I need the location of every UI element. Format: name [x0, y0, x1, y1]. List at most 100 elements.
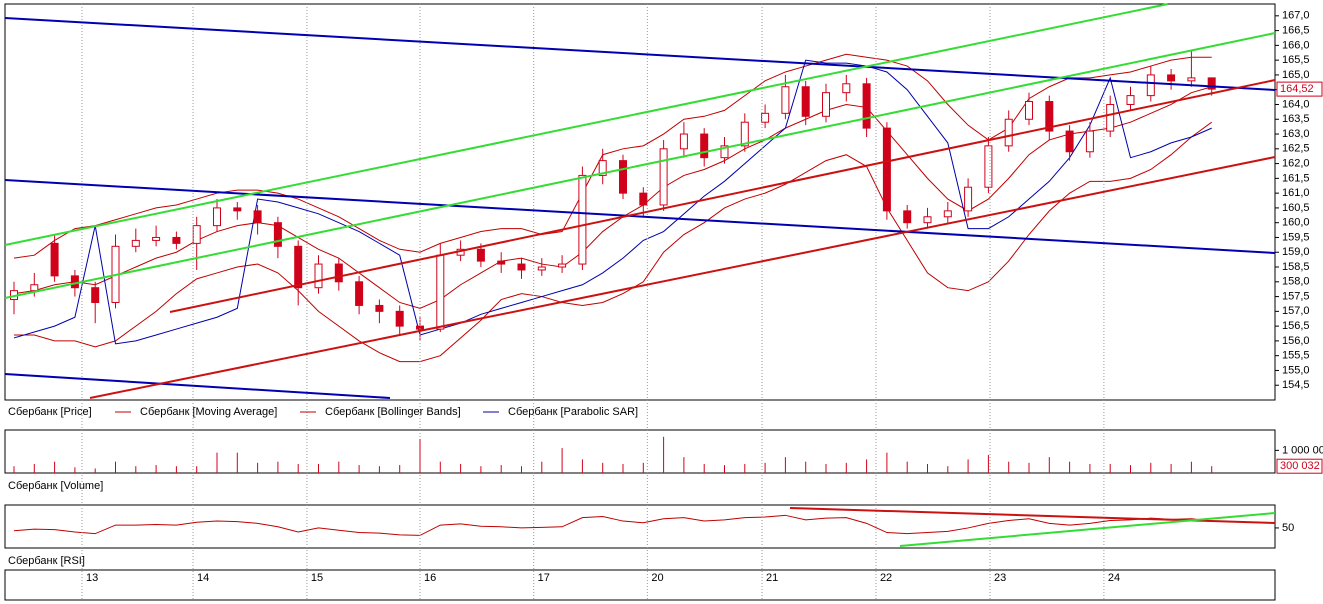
candle-body — [882, 127, 891, 212]
candle-body — [842, 83, 851, 94]
candle-body — [1065, 130, 1074, 153]
last-value-box — [1276, 81, 1323, 97]
candle-body — [1004, 118, 1013, 147]
legend-label: Сбербанк [Price] — [8, 406, 92, 418]
y-tick-label: 154,5 — [1282, 379, 1310, 391]
candle-body — [375, 304, 384, 312]
legend-label: Сбербанк [Parabolic SAR] — [508, 406, 638, 418]
panel-label: Сбербанк [Volume] — [8, 480, 103, 492]
y-tick-label: 156,0 — [1282, 335, 1310, 347]
y-tick-label: 162,0 — [1282, 157, 1310, 169]
y-tick-label: 157,0 — [1282, 305, 1310, 317]
x-tick-label: 13 — [86, 572, 98, 584]
candle-body — [233, 207, 242, 212]
y-tick-label: 163,0 — [1282, 128, 1310, 140]
price-panel — [4, 3, 1276, 401]
legend-label: Сбербанк [Moving Average] — [140, 406, 277, 418]
candle-body — [1146, 74, 1155, 97]
x-tick-label: 15 — [311, 572, 323, 584]
candle-body — [964, 186, 973, 212]
candle-body — [152, 236, 161, 241]
trend-line — [899, 512, 1276, 547]
y-tick-label: 158,0 — [1282, 276, 1310, 288]
volume-panel — [4, 429, 1276, 474]
y-tick-label: 158,5 — [1282, 261, 1310, 273]
candle-body — [395, 310, 404, 327]
candle-body — [1207, 77, 1216, 90]
y-tick-label: 166,5 — [1282, 25, 1310, 37]
y-tick-label: 159,0 — [1282, 246, 1310, 258]
x-tick-label: 16 — [424, 572, 436, 584]
y-tick-label: 165,5 — [1282, 54, 1310, 66]
last-value-label: 164,52 — [1280, 83, 1314, 95]
candle-body — [1085, 130, 1094, 153]
trend-line — [89, 156, 1276, 399]
indicator-line — [13, 86, 1212, 309]
rsi-panel — [4, 504, 1276, 549]
y-tick-label: 1 000 00 — [1282, 444, 1323, 456]
x-tick-label: 24 — [1108, 572, 1120, 584]
candle-body — [781, 86, 790, 114]
x-tick-label: 21 — [766, 572, 778, 584]
last-value-box — [1276, 458, 1323, 474]
candle-body — [822, 92, 830, 117]
candle-body — [416, 325, 424, 330]
candle-body — [1106, 103, 1115, 132]
candle-body — [172, 236, 181, 244]
candle-body — [537, 266, 546, 271]
bollinger-lower — [14, 121, 1212, 363]
y-tick-label: 160,5 — [1282, 202, 1310, 214]
candle-body — [619, 160, 627, 194]
candle-body — [720, 145, 729, 159]
candle-body — [1167, 74, 1176, 82]
candle-body — [659, 148, 668, 206]
candle-body — [497, 260, 506, 265]
indicator-line — [13, 59, 1212, 345]
y-tick-label: 163,5 — [1282, 113, 1310, 125]
candle-body — [740, 121, 749, 147]
candle-body — [598, 160, 607, 176]
rsi-line — [13, 514, 1212, 536]
trend-line — [169, 79, 1276, 313]
candle-body — [862, 83, 871, 129]
candle-body — [700, 133, 709, 159]
candle-body — [436, 254, 445, 330]
candle-body — [578, 174, 587, 265]
candle-body — [1187, 77, 1196, 82]
candle-body — [70, 275, 79, 289]
y-tick-label: 156,5 — [1282, 320, 1310, 332]
candle-body — [923, 216, 932, 224]
y-tick-label: 161,0 — [1282, 187, 1310, 199]
candle-body — [253, 210, 262, 224]
candle-body — [314, 263, 323, 289]
y-tick-label: 162,5 — [1282, 143, 1310, 155]
candle-body — [984, 145, 993, 188]
candle-body — [192, 225, 201, 244]
x-tick-label: 23 — [994, 572, 1006, 584]
last-value-label: 300 032 — [1280, 460, 1320, 472]
candle-body — [30, 284, 39, 292]
y-tick-label: 155,0 — [1282, 364, 1310, 376]
candle-body — [558, 263, 567, 268]
candle-body — [50, 242, 59, 277]
candle-body — [476, 248, 485, 262]
candle-body — [213, 207, 221, 227]
candle-body — [273, 222, 282, 247]
candle-body — [1025, 101, 1033, 120]
candle-body — [679, 133, 688, 150]
panel-label: Сбербанк [RSI] — [8, 555, 85, 567]
candle-body — [517, 263, 526, 271]
x-tick-label: 20 — [651, 572, 663, 584]
y-tick-label: 167,0 — [1282, 10, 1310, 22]
candle-body — [91, 287, 100, 303]
candle-body — [801, 86, 810, 117]
candle-body — [1045, 101, 1054, 132]
candle-body — [1126, 95, 1135, 105]
candle-body — [639, 192, 648, 206]
y-tick-label: 155,5 — [1282, 350, 1310, 362]
trend-lines — [4, 3, 1276, 547]
x-tick-label: 14 — [197, 572, 209, 584]
x-tick-label: 22 — [880, 572, 892, 584]
